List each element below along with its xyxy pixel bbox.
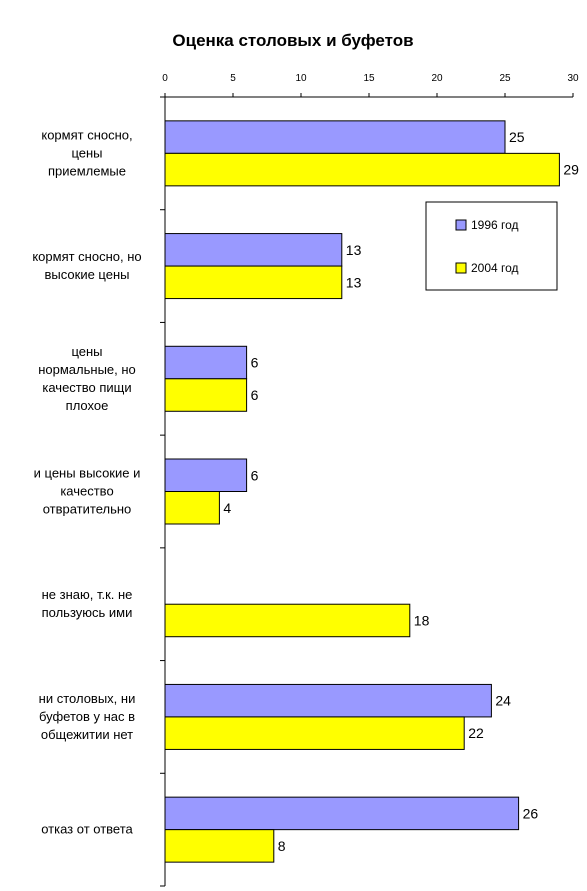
legend-swatch-1 [455, 262, 467, 274]
bar-s0-c6 [164, 796, 520, 831]
bars-layer [164, 120, 560, 863]
bar-s1-c6 [164, 829, 275, 863]
value-label-s1-c2: 6 [251, 387, 259, 403]
value-label-s1-c0: 29 [563, 162, 579, 178]
legend-label-1: 2004 год [471, 261, 519, 275]
chart-title: Оценка столовых и буфетов [172, 31, 413, 50]
bar-s1-c5 [164, 716, 465, 750]
axis-layer: 0 5 10 15 20 25 30 [160, 73, 579, 887]
bar-s1-c0 [164, 152, 560, 187]
category-label-2: цены нормальные, но качество пищи плохое [38, 344, 136, 413]
x-tick-label-3: 15 [363, 73, 375, 84]
category-label-1: кормят сносно, но высокие цены [32, 249, 141, 282]
x-tick-label-0: 0 [162, 73, 168, 84]
x-tick-label-6: 30 [567, 73, 579, 84]
legend-label-0: 1996 год [471, 218, 519, 232]
value-label-s1-c1: 13 [346, 274, 362, 290]
value-label-s1-c5: 22 [468, 725, 484, 741]
category-label-4: не знаю, т.к. не пользуюсь ими [42, 587, 133, 620]
bar-s0-c1 [164, 233, 343, 267]
x-tick-label-4: 20 [431, 73, 443, 84]
value-label-s0-c6: 26 [523, 805, 539, 821]
legend-swatch-0 [455, 219, 467, 231]
value-label-s0-c5: 24 [495, 693, 511, 709]
bar-s0-c5 [164, 683, 492, 718]
value-label-s0-c2: 6 [251, 355, 259, 371]
labels-layer: кормят сносно, цены приемлемые кормят сносн… [32, 127, 579, 854]
legend-box [425, 201, 558, 291]
bar-s0-c2 [164, 345, 248, 380]
category-label-0: кормят сносно, цены приемлемые [41, 127, 132, 178]
bar-s1-c4 [164, 603, 411, 638]
bar-s1-c2 [164, 378, 248, 412]
x-tick-label-1: 5 [230, 73, 236, 84]
value-label-s0-c0: 25 [509, 129, 525, 145]
category-label-3: и цены высокие и качество отвратительно [34, 466, 141, 517]
value-label-s0-c1: 13 [346, 242, 362, 258]
x-tick-label-5: 25 [499, 73, 511, 84]
legend: 1996 год 2004 год [425, 201, 558, 291]
value-label-s1-c3: 4 [223, 500, 231, 516]
value-label-s1-c4: 18 [414, 612, 430, 628]
category-label-5: ни столовых, ни буфетов у нас в общежитии … [39, 691, 136, 742]
bar-s1-c3 [164, 491, 220, 525]
bar-s1-c1 [164, 265, 343, 300]
x-tick-label-2: 10 [295, 73, 307, 84]
category-label-6: отказ от ответа [41, 822, 133, 837]
bar-s0-c3 [164, 458, 248, 492]
bar-s0-c0 [164, 120, 506, 154]
value-label-s1-c6: 8 [278, 838, 286, 854]
value-label-s0-c3: 6 [251, 467, 259, 483]
